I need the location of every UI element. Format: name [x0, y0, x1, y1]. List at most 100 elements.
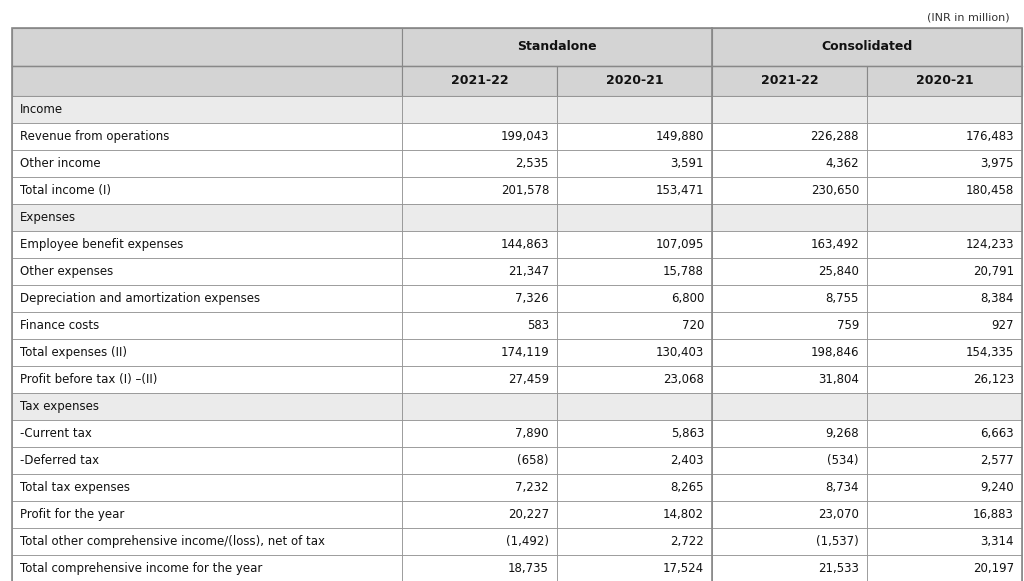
Bar [557, 474, 712, 501]
Bar [402, 555, 557, 581]
Text: 9,240: 9,240 [980, 481, 1014, 494]
Bar [12, 447, 402, 474]
Text: 154,335: 154,335 [966, 346, 1014, 359]
Text: 201,578: 201,578 [501, 184, 549, 197]
Text: 583: 583 [527, 319, 549, 332]
Bar [712, 66, 867, 96]
Bar [712, 177, 867, 204]
Bar [712, 339, 867, 366]
Text: 18,735: 18,735 [508, 562, 549, 575]
Text: 176,483: 176,483 [966, 130, 1014, 143]
Bar [557, 96, 712, 123]
Bar [867, 501, 1022, 528]
Bar [867, 474, 1022, 501]
Bar [402, 204, 557, 231]
Text: 927: 927 [991, 319, 1014, 332]
Text: 20,791: 20,791 [973, 265, 1014, 278]
Text: 198,846: 198,846 [811, 346, 859, 359]
Text: Revenue from operations: Revenue from operations [20, 130, 169, 143]
Text: 31,804: 31,804 [818, 373, 859, 386]
Text: 26,123: 26,123 [973, 373, 1014, 386]
Bar [712, 447, 867, 474]
Text: Total tax expenses: Total tax expenses [20, 481, 130, 494]
Bar [12, 501, 402, 528]
Bar [12, 204, 402, 231]
Text: Profit before tax (I) –(II): Profit before tax (I) –(II) [20, 373, 158, 386]
Text: 8,384: 8,384 [981, 292, 1014, 305]
Bar [402, 474, 557, 501]
Text: 20,197: 20,197 [973, 562, 1014, 575]
Text: (1,492): (1,492) [506, 535, 549, 548]
Bar [12, 393, 402, 420]
Text: 174,119: 174,119 [501, 346, 549, 359]
Bar [557, 150, 712, 177]
Bar [557, 123, 712, 150]
Text: 7,232: 7,232 [515, 481, 549, 494]
Bar [557, 258, 712, 285]
Bar [557, 285, 712, 312]
Text: 2021-22: 2021-22 [451, 74, 508, 88]
Bar [12, 474, 402, 501]
Text: 8,734: 8,734 [825, 481, 859, 494]
Bar [12, 66, 402, 96]
Bar [12, 177, 402, 204]
Bar [867, 258, 1022, 285]
Text: 107,095: 107,095 [655, 238, 705, 251]
Text: 20,227: 20,227 [508, 508, 549, 521]
Bar [557, 66, 712, 96]
Bar [712, 312, 867, 339]
Bar [12, 258, 402, 285]
Text: 226,288: 226,288 [811, 130, 859, 143]
Text: Total comprehensive income for the year: Total comprehensive income for the year [20, 562, 262, 575]
Text: 180,458: 180,458 [966, 184, 1014, 197]
Bar [557, 312, 712, 339]
Bar [12, 96, 402, 123]
Text: 14,802: 14,802 [663, 508, 705, 521]
Bar [12, 312, 402, 339]
Text: 153,471: 153,471 [655, 184, 705, 197]
Text: 5,863: 5,863 [671, 427, 705, 440]
Bar [12, 366, 402, 393]
Text: 8,755: 8,755 [825, 292, 859, 305]
Text: 16,883: 16,883 [973, 508, 1014, 521]
Text: (1,537): (1,537) [816, 535, 859, 548]
Bar [12, 420, 402, 447]
Text: (534): (534) [827, 454, 859, 467]
Text: 149,880: 149,880 [655, 130, 705, 143]
Text: Other income: Other income [20, 157, 100, 170]
Bar [402, 177, 557, 204]
Bar [867, 312, 1022, 339]
Text: Total income (I): Total income (I) [20, 184, 111, 197]
Bar [12, 123, 402, 150]
Text: 2,403: 2,403 [671, 454, 705, 467]
Bar [712, 420, 867, 447]
Bar [12, 555, 402, 581]
Bar [557, 555, 712, 581]
Text: 25,840: 25,840 [818, 265, 859, 278]
Bar [557, 204, 712, 231]
Text: Other expenses: Other expenses [20, 265, 114, 278]
Text: 4,362: 4,362 [825, 157, 859, 170]
Text: 759: 759 [837, 319, 859, 332]
Text: 2021-22: 2021-22 [761, 74, 818, 88]
Bar [402, 420, 557, 447]
Bar [557, 393, 712, 420]
Bar [12, 28, 402, 66]
Text: 2020-21: 2020-21 [605, 74, 664, 88]
Bar [557, 528, 712, 555]
Text: 720: 720 [682, 319, 705, 332]
Text: 23,070: 23,070 [818, 508, 859, 521]
Bar [867, 366, 1022, 393]
Bar [867, 285, 1022, 312]
Text: 21,347: 21,347 [508, 265, 549, 278]
Bar [712, 555, 867, 581]
Text: Employee benefit expenses: Employee benefit expenses [20, 238, 183, 251]
Text: 27,459: 27,459 [508, 373, 549, 386]
Bar [712, 528, 867, 555]
Text: 124,233: 124,233 [966, 238, 1014, 251]
Bar [402, 339, 557, 366]
Bar [402, 366, 557, 393]
Bar [402, 150, 557, 177]
Text: 7,890: 7,890 [515, 427, 549, 440]
Text: 144,863: 144,863 [501, 238, 549, 251]
